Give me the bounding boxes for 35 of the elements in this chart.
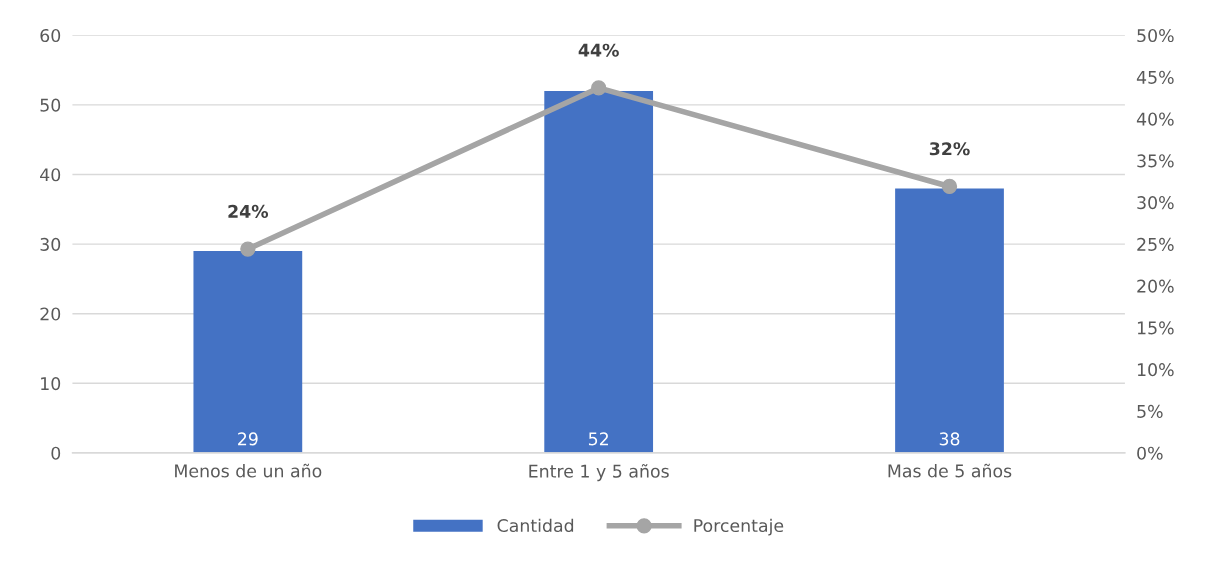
y2-tick-label: 25% bbox=[1137, 237, 1174, 251]
bar bbox=[193, 251, 303, 453]
data-label: 38 bbox=[939, 432, 960, 446]
y-tick-label: 20 bbox=[40, 307, 61, 321]
y-tick-label: 50 bbox=[40, 98, 61, 112]
point bbox=[941, 178, 958, 195]
x-tick-label: Mas de 5 años bbox=[888, 463, 1012, 478]
data-label: 29 bbox=[238, 432, 258, 446]
y2-tick-label: 20% bbox=[1137, 279, 1174, 293]
y2-tick-label: 0% bbox=[1137, 446, 1163, 460]
data-label: 32% bbox=[929, 142, 970, 156]
y2-tick-label: 35% bbox=[1137, 154, 1174, 168]
y2-tick-label: 30% bbox=[1137, 196, 1174, 210]
legend-label: Porcentaje bbox=[694, 518, 784, 536]
point bbox=[240, 241, 256, 257]
data-label: 24% bbox=[228, 204, 269, 218]
y2-tick-label: 10% bbox=[1137, 363, 1174, 377]
y-tick-label: 60 bbox=[40, 28, 61, 43]
y-tick-label: 30 bbox=[40, 237, 61, 251]
y-tick-label: 0 bbox=[51, 446, 61, 460]
bar bbox=[544, 90, 654, 453]
y2-tick-label: 45% bbox=[1136, 70, 1174, 84]
point bbox=[591, 80, 607, 96]
y-tick-label: 10 bbox=[41, 377, 61, 391]
legend-label: Cantidad bbox=[497, 518, 574, 533]
x-tick-label: Entre 1 y 5 años bbox=[529, 464, 669, 482]
y2-tick-label: 50% bbox=[1137, 28, 1174, 43]
data-label: 52 bbox=[588, 432, 608, 446]
bar bbox=[895, 188, 1004, 453]
y2-tick-label: 5% bbox=[1137, 404, 1163, 418]
data-label: 44% bbox=[578, 43, 619, 57]
y-tick-label: 40 bbox=[40, 168, 61, 182]
x-tick-label: Menos de un año bbox=[175, 463, 322, 478]
y2-tick-label: 40% bbox=[1136, 112, 1174, 126]
y2-tick-label: 15% bbox=[1137, 321, 1174, 335]
